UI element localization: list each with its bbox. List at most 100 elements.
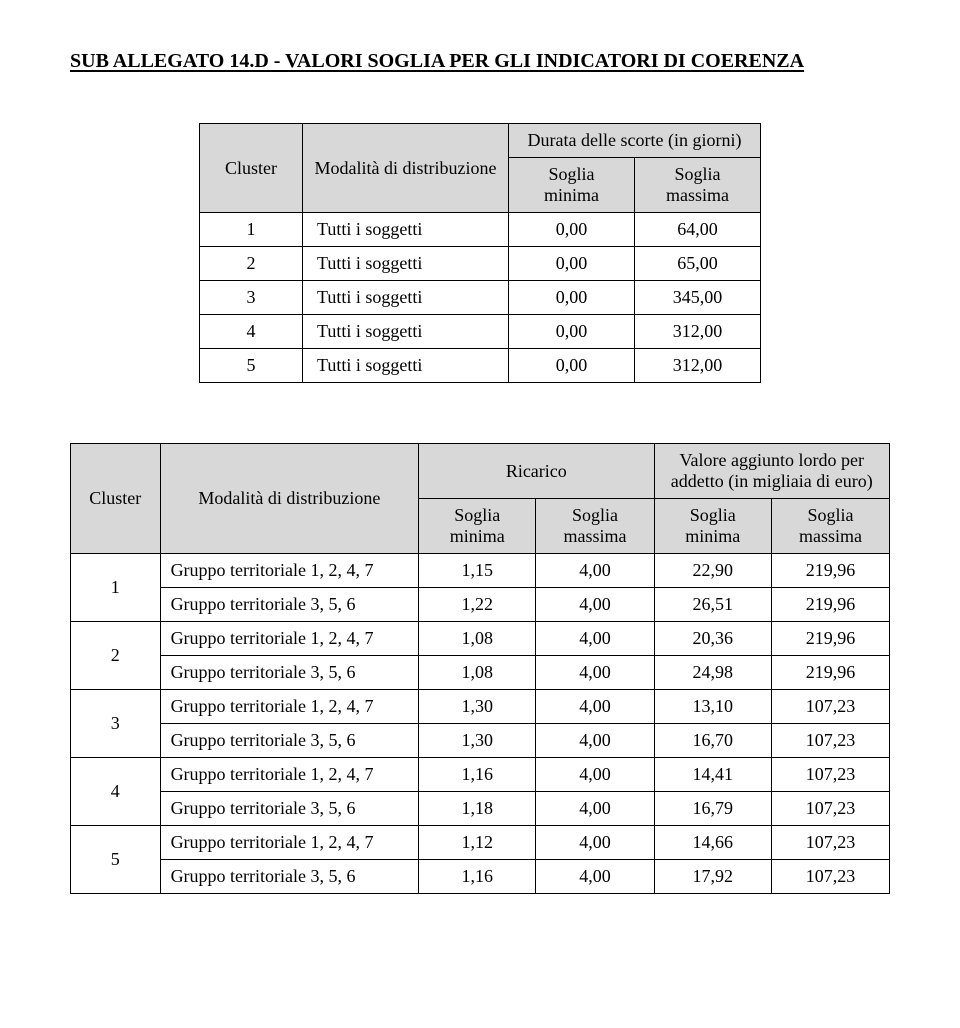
cell-cluster: 5 [200, 349, 303, 383]
table-durata-scorte: Cluster Modalità di distribuzione Durata… [199, 123, 761, 383]
cell-valore-max: 107,23 [771, 690, 889, 724]
table2-wrap: Cluster Modalità di distribuzione Ricari… [70, 443, 890, 894]
table-row: Gruppo territoriale 3, 5, 61,164,0017,92… [71, 860, 890, 894]
cell-modalita: Tutti i soggetti [303, 315, 509, 349]
cell-modalita: Gruppo territoriale 3, 5, 6 [160, 724, 419, 758]
cell-ricarico-min: 1,08 [419, 622, 536, 656]
cell-valore-min: 17,92 [654, 860, 771, 894]
cell-modalita: Tutti i soggetti [303, 213, 509, 247]
cell-ricarico-max: 4,00 [536, 724, 654, 758]
cell-valore-max: 107,23 [771, 860, 889, 894]
cell-ricarico-max: 4,00 [536, 860, 654, 894]
cell-valore-min: 22,90 [654, 554, 771, 588]
cell-valore-max: 107,23 [771, 724, 889, 758]
cell-valore-min: 16,70 [654, 724, 771, 758]
cell-ricarico-min: 1,30 [419, 724, 536, 758]
cell-ricarico-min: 1,08 [419, 656, 536, 690]
th2-ric-min: Soglia minima [419, 499, 536, 554]
cell-ricarico-min: 1,22 [419, 588, 536, 622]
cell-cluster: 1 [200, 213, 303, 247]
cell-valore-max: 219,96 [771, 588, 889, 622]
table-row: 2Tutti i soggetti0,0065,00 [200, 247, 761, 281]
table-row: 5Gruppo territoriale 1, 2, 4, 71,124,001… [71, 826, 890, 860]
cell-ricarico-max: 4,00 [536, 690, 654, 724]
th2-valore-group: Valore aggiunto lordo per addetto (in mi… [654, 444, 889, 499]
cell-valore-max: 219,96 [771, 554, 889, 588]
cell-cluster: 1 [71, 554, 161, 622]
cell-modalita: Gruppo territoriale 1, 2, 4, 7 [160, 826, 419, 860]
cell-modalita: Gruppo territoriale 3, 5, 6 [160, 656, 419, 690]
cell-modalita: Gruppo territoriale 1, 2, 4, 7 [160, 554, 419, 588]
cell-modalita: Tutti i soggetti [303, 247, 509, 281]
cell-modalita: Gruppo territoriale 1, 2, 4, 7 [160, 690, 419, 724]
cell-valore-max: 219,96 [771, 656, 889, 690]
th-cluster: Cluster [200, 124, 303, 213]
cell-valore-min: 13,10 [654, 690, 771, 724]
th2-val-min: Soglia minima [654, 499, 771, 554]
table-row: 2Gruppo territoriale 1, 2, 4, 71,084,002… [71, 622, 890, 656]
cell-cluster: 2 [200, 247, 303, 281]
th2-modalita: Modalità di distribuzione [160, 444, 419, 554]
cell-valore-min: 24,98 [654, 656, 771, 690]
cell-modalita: Gruppo territoriale 1, 2, 4, 7 [160, 622, 419, 656]
cell-modalita: Gruppo territoriale 3, 5, 6 [160, 860, 419, 894]
table1-body: 1Tutti i soggetti0,0064,002Tutti i sogge… [200, 213, 761, 383]
cell-valore-max: 107,23 [771, 758, 889, 792]
cell-modalita: Tutti i soggetti [303, 349, 509, 383]
cell-soglia-massima: 345,00 [635, 281, 761, 315]
th2-cluster: Cluster [71, 444, 161, 554]
cell-ricarico-max: 4,00 [536, 588, 654, 622]
cell-soglia-minima: 0,00 [509, 281, 635, 315]
cell-modalita: Tutti i soggetti [303, 281, 509, 315]
th-modalita: Modalità di distribuzione [303, 124, 509, 213]
table-row: Gruppo territoriale 3, 5, 61,084,0024,98… [71, 656, 890, 690]
cell-cluster: 2 [71, 622, 161, 690]
table-row: 4Gruppo territoriale 1, 2, 4, 71,164,001… [71, 758, 890, 792]
cell-soglia-massima: 64,00 [635, 213, 761, 247]
table-row: 3Tutti i soggetti0,00345,00 [200, 281, 761, 315]
page-title: SUB ALLEGATO 14.D - VALORI SOGLIA PER GL… [70, 50, 890, 73]
cell-modalita: Gruppo territoriale 1, 2, 4, 7 [160, 758, 419, 792]
table-row: 4Tutti i soggetti0,00312,00 [200, 315, 761, 349]
cell-valore-min: 20,36 [654, 622, 771, 656]
cell-ricarico-max: 4,00 [536, 622, 654, 656]
cell-soglia-minima: 0,00 [509, 315, 635, 349]
table-row: Gruppo territoriale 3, 5, 61,184,0016,79… [71, 792, 890, 826]
table2-body: 1Gruppo territoriale 1, 2, 4, 71,154,002… [71, 554, 890, 894]
cell-cluster: 4 [200, 315, 303, 349]
table1-wrap: Cluster Modalità di distribuzione Durata… [70, 123, 890, 383]
table-row: 1Gruppo territoriale 1, 2, 4, 71,154,002… [71, 554, 890, 588]
cell-soglia-minima: 0,00 [509, 213, 635, 247]
cell-soglia-massima: 65,00 [635, 247, 761, 281]
cell-cluster: 4 [71, 758, 161, 826]
th2-ricarico-group: Ricarico [419, 444, 654, 499]
cell-cluster: 5 [71, 826, 161, 894]
table-ricarico-valore: Cluster Modalità di distribuzione Ricari… [70, 443, 890, 894]
cell-valore-min: 16,79 [654, 792, 771, 826]
cell-ricarico-min: 1,18 [419, 792, 536, 826]
th-soglia-massima: Soglia massima [635, 158, 761, 213]
cell-ricarico-min: 1,12 [419, 826, 536, 860]
cell-ricarico-max: 4,00 [536, 758, 654, 792]
table-row: 3Gruppo territoriale 1, 2, 4, 71,304,001… [71, 690, 890, 724]
th2-val-max: Soglia massima [771, 499, 889, 554]
cell-modalita: Gruppo territoriale 3, 5, 6 [160, 792, 419, 826]
cell-soglia-minima: 0,00 [509, 247, 635, 281]
cell-modalita: Gruppo territoriale 3, 5, 6 [160, 588, 419, 622]
cell-valore-max: 107,23 [771, 826, 889, 860]
cell-valore-max: 219,96 [771, 622, 889, 656]
th-soglia-minima: Soglia minima [509, 158, 635, 213]
table-row: Gruppo territoriale 3, 5, 61,224,0026,51… [71, 588, 890, 622]
cell-valore-max: 107,23 [771, 792, 889, 826]
cell-ricarico-max: 4,00 [536, 554, 654, 588]
cell-ricarico-min: 1,30 [419, 690, 536, 724]
th-durata-group: Durata delle scorte (in giorni) [509, 124, 761, 158]
cell-ricarico-min: 1,15 [419, 554, 536, 588]
cell-ricarico-min: 1,16 [419, 758, 536, 792]
cell-cluster: 3 [71, 690, 161, 758]
th2-ric-max: Soglia massima [536, 499, 654, 554]
table-row: Gruppo territoriale 3, 5, 61,304,0016,70… [71, 724, 890, 758]
cell-valore-min: 14,41 [654, 758, 771, 792]
cell-soglia-massima: 312,00 [635, 315, 761, 349]
cell-valore-min: 26,51 [654, 588, 771, 622]
